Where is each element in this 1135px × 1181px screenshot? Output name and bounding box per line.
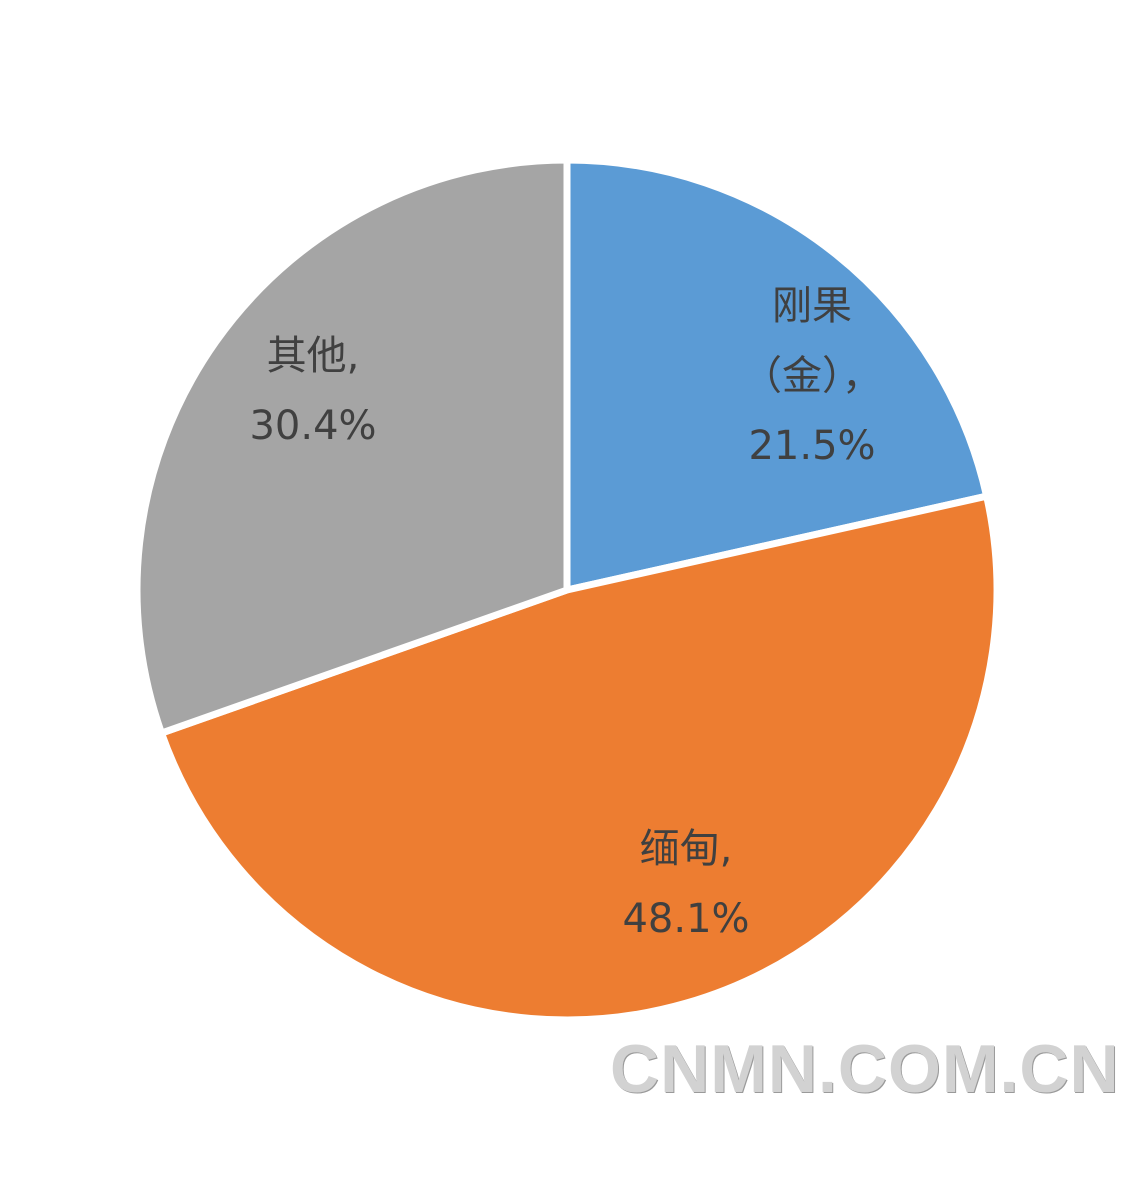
pie-slice-2 bbox=[133, 156, 571, 737]
slice-label-0: （金）， bbox=[742, 353, 882, 399]
slice-label-0: 21.5% bbox=[748, 423, 875, 469]
watermark: CNMN.COM.CN bbox=[610, 1031, 1120, 1107]
slice-label-1: 缅甸, bbox=[640, 826, 733, 872]
slice-label-0: 刚果 bbox=[772, 283, 852, 329]
slice-label-2: 30.4% bbox=[249, 403, 376, 449]
pie-slice-1 bbox=[158, 492, 1001, 1024]
slice-label-2: 其他, bbox=[267, 333, 360, 379]
slice-label-1: 48.1% bbox=[622, 896, 749, 942]
pie-slice-0 bbox=[563, 156, 991, 594]
